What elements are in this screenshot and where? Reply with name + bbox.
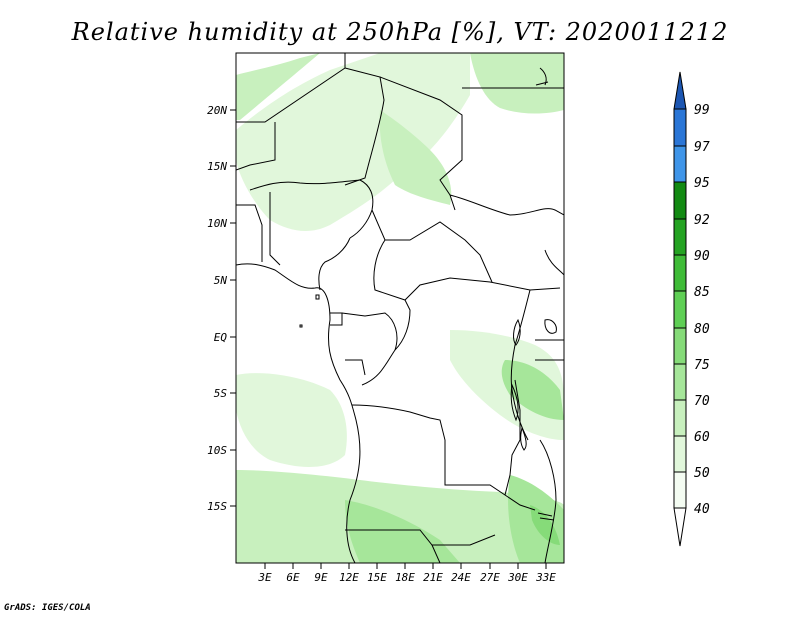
colorbar-seg-97 [673,108,687,147]
lon-axis: 3E 6E 9E 12E 15E 18E 21E 24E 27E 30E 33E [257,563,556,584]
lon-label: 24E [451,571,471,584]
colorbar-label: 80 [694,322,710,337]
lon-label: 12E [339,571,359,584]
lat-label: 5N [214,274,228,287]
colorbar-seg-75 [673,327,687,365]
lat-label: 20N [207,104,227,117]
shade-sahel [236,53,470,232]
lon-label: 33E [535,571,556,584]
colorbar-seg-92 [673,181,687,220]
humidity-shading [236,53,564,563]
colorbar-seg-90 [673,218,687,256]
colorbar-label: 50 [694,466,710,481]
shade-coast [236,53,320,120]
map-title: Relative humidity at 250hPa [%], VT: 202… [71,18,729,46]
footer-credit: GrADS: IGES/COLA [4,603,91,613]
colorbar-seg-80 [673,290,687,329]
lat-label: EQ [214,331,228,344]
lon-label: 27E [480,571,500,584]
map-frame [235,52,565,564]
lon-label: 9E [314,571,328,584]
lon-label: 18E [395,571,415,584]
lat-label: 15S [207,500,227,513]
colorbar-label: 97 [694,140,710,155]
colorbar-label: 99 [694,103,710,118]
colorbar-label: 40 [694,502,710,517]
shade-south-core [345,500,460,563]
lon-label: 21E [423,571,443,584]
colorbar-seg-50 [673,435,687,473]
shade-ne [470,53,564,114]
colorbar: 40 50 60 70 75 80 85 90 92 95 97 99 [673,71,710,547]
lat-label: 5S [214,387,228,400]
colorbar-label: 75 [694,358,710,373]
colorbar-bottom-arrow [673,507,687,547]
colorbar-label: 95 [694,176,710,191]
shade-eq-east-core [501,360,564,420]
colorbar-label: 70 [694,394,710,409]
colorbar-seg-70 [673,363,687,401]
colorbar-label: 90 [694,249,710,264]
lat-label: 15N [207,160,227,173]
shade-sw [236,373,347,467]
colorbar-seg-85 [673,254,687,292]
lakes [299,67,557,521]
colorbar-seg-95 [673,145,687,183]
lat-label: 10S [207,444,227,457]
colorbar-label: 85 [694,285,710,300]
country-borders [236,53,564,563]
colorbar-label: 92 [694,213,710,228]
lat-label: 10N [207,217,227,230]
lon-label: 3E [257,571,272,584]
colorbar-top-arrow [673,71,687,110]
colorbar-seg-40 [673,471,687,509]
shade-se-dark [530,505,560,545]
colorbar-label: 60 [694,430,710,445]
lon-label: 6E [286,571,300,584]
shade-nile [379,110,452,205]
lon-label: 30E [507,571,528,584]
colorbar-seg-60 [673,399,687,437]
lat-axis: 20N 15N 10N 5N EQ 5S 10S 15S [207,104,236,513]
lon-label: 15E [367,571,387,584]
